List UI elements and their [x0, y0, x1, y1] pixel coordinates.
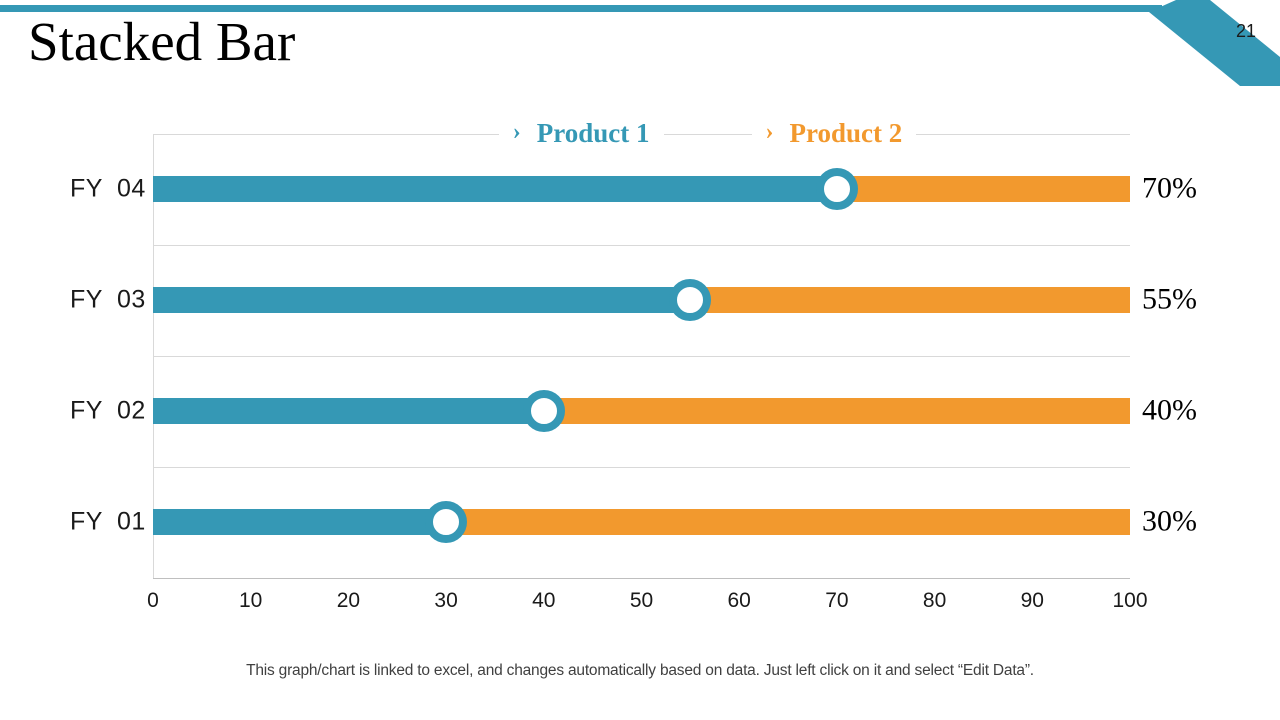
category-label: FY 01: [70, 507, 146, 536]
x-axis-tick-label: 10: [239, 589, 263, 612]
bar-row: [153, 287, 1130, 313]
y-axis-line: [153, 133, 154, 578]
x-axis-tick-label: 60: [727, 589, 751, 612]
page-number: 21: [1235, 21, 1256, 41]
x-axis-tick-label: 80: [922, 589, 947, 612]
bar-segment-product-2: [543, 398, 1130, 424]
bar-segment-product-1: [153, 176, 837, 202]
legend-chevron-icon: ›: [512, 119, 521, 145]
corner-ribbon-shape: [1149, 0, 1280, 86]
bar-segment-product-2: [446, 509, 1130, 535]
x-axis-tick-label: 70: [825, 589, 849, 612]
gridline: [153, 133, 1130, 135]
x-axis-tick-label: 20: [336, 589, 361, 612]
junction-circle-marker: [425, 501, 468, 543]
x-axis-tick-label: 0: [147, 589, 159, 612]
bar-segment-product-1: [153, 509, 447, 535]
legend-chevron-icon: ›: [765, 119, 774, 145]
x-axis-line: [153, 577, 1130, 579]
x-axis-tick-label: 100: [1112, 589, 1148, 612]
corner-ribbon: [1149, 0, 1280, 86]
bar-row: [153, 398, 1130, 424]
category-label: FY 03: [70, 285, 146, 314]
gridline: [153, 466, 1130, 468]
bar-value-label: 30%: [1142, 504, 1197, 538]
bar-row: [153, 176, 1130, 202]
category-label: FY 02: [70, 396, 146, 425]
category-label: FY 04: [70, 174, 146, 203]
bar-row: [153, 509, 1130, 535]
footer-note: This graph/chart is linked to excel, and…: [246, 662, 1034, 679]
bar-value-label: 70%: [1142, 171, 1197, 205]
gridline: [153, 244, 1130, 246]
junction-circle-marker: [815, 168, 858, 210]
bar-segment-product-2: [836, 176, 1130, 202]
bar-value-label: 40%: [1142, 393, 1197, 427]
x-axis-tick-label: 90: [1020, 589, 1044, 612]
page-title: Stacked Bar: [28, 11, 296, 72]
bar-value-label: 55%: [1142, 282, 1197, 316]
junction-circle-marker: [669, 279, 712, 321]
x-axis-tick-label: 50: [629, 589, 654, 612]
bar-segment-product-1: [153, 398, 544, 424]
top-accent-bar: [0, 5, 1162, 12]
gridline: [153, 355, 1130, 357]
bar-segment-product-2: [690, 287, 1130, 313]
junction-circle-marker: [522, 390, 565, 432]
x-axis-tick-label: 40: [532, 589, 556, 612]
x-axis-tick-label: 30: [434, 589, 458, 612]
bar-segment-product-1: [153, 287, 691, 313]
